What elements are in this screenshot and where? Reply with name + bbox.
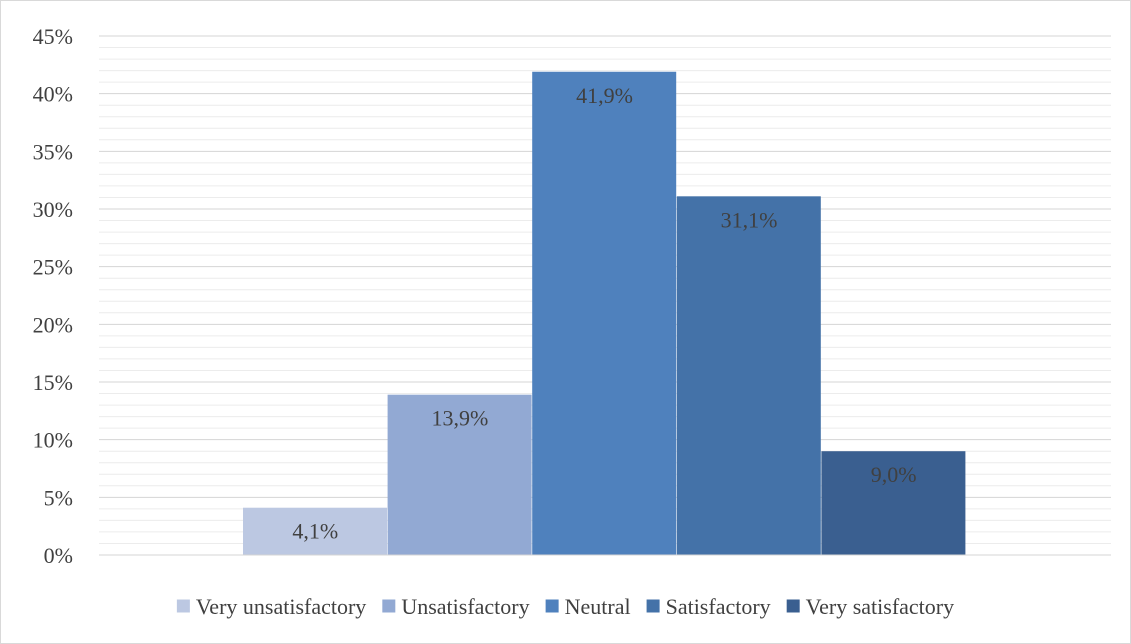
legend-item: Satisfactory — [646, 594, 771, 619]
y-tick-label: 45% — [33, 24, 73, 49]
bar — [387, 394, 532, 555]
data-label: 41,9% — [576, 83, 633, 108]
y-tick-label: 40% — [33, 82, 73, 107]
legend-swatch — [176, 599, 190, 613]
data-label: 9,0% — [871, 462, 917, 487]
legend-swatch — [646, 599, 660, 613]
data-label: 13,9% — [431, 406, 488, 431]
y-tick-label: 35% — [33, 139, 73, 164]
y-tick-label: 5% — [44, 485, 73, 510]
legend-label: Unsatisfactory — [401, 594, 529, 619]
legend-label: Very satisfactory — [806, 594, 954, 619]
legend-item: Very unsatisfactory — [176, 594, 366, 619]
y-tick-label: 15% — [33, 370, 73, 395]
bars — [243, 71, 966, 556]
y-tick-label: 30% — [33, 197, 73, 222]
legend-label: Satisfactory — [666, 594, 771, 619]
bar — [676, 196, 821, 555]
y-tick-label: 20% — [33, 312, 73, 337]
bar — [532, 71, 677, 556]
y-tick-label: 10% — [33, 428, 73, 453]
legend: Very unsatisfactory Unsatisfactory Neutral… — [176, 594, 954, 619]
legend-swatch — [786, 599, 800, 613]
legend-item: Neutral — [545, 594, 631, 619]
data-label: 31,1% — [721, 207, 778, 232]
y-axis-tick-labels: 0% 5% 10% 15% 20% 25% 30% 35% 40% 45% — [33, 24, 73, 568]
bar — [243, 507, 387, 555]
data-labels: 4,1% 13,9% 41,9% 31,1% 9,0% — [292, 83, 916, 544]
data-label: 4,1% — [292, 519, 338, 544]
legend-item: Very satisfactory — [786, 594, 954, 619]
y-tick-label: 25% — [33, 255, 73, 280]
legend-label: Neutral — [565, 594, 631, 619]
legend-swatch — [545, 599, 559, 613]
bar — [821, 451, 966, 555]
y-tick-label: 0% — [44, 543, 73, 568]
legend-item: Unsatisfactory — [382, 594, 530, 619]
legend-label: Very unsatisfactory — [196, 594, 366, 619]
legend-swatch — [382, 599, 396, 613]
